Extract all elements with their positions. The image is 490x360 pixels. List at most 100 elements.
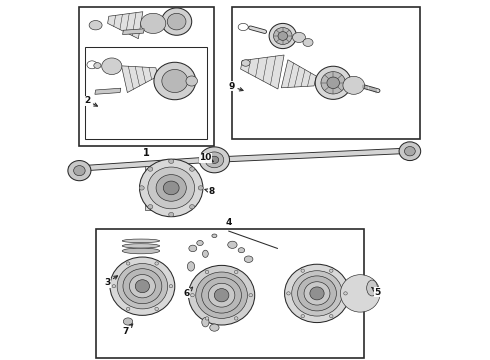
Text: 10: 10	[199, 153, 213, 162]
Text: 1: 1	[143, 148, 150, 158]
Ellipse shape	[205, 152, 224, 168]
Ellipse shape	[74, 166, 85, 176]
Ellipse shape	[110, 257, 175, 315]
Ellipse shape	[196, 272, 247, 318]
Ellipse shape	[285, 264, 349, 323]
Ellipse shape	[169, 159, 174, 163]
Polygon shape	[122, 29, 144, 35]
Ellipse shape	[292, 271, 343, 316]
Ellipse shape	[187, 262, 195, 271]
Polygon shape	[95, 88, 121, 94]
Text: 7: 7	[122, 324, 133, 336]
Ellipse shape	[367, 280, 377, 296]
Ellipse shape	[198, 186, 203, 190]
Ellipse shape	[122, 248, 160, 254]
Text: 9: 9	[228, 82, 243, 91]
Ellipse shape	[190, 204, 195, 209]
Ellipse shape	[210, 324, 219, 331]
Ellipse shape	[169, 212, 174, 217]
Ellipse shape	[117, 264, 168, 309]
Ellipse shape	[162, 69, 188, 93]
Text: 6: 6	[184, 287, 193, 298]
Ellipse shape	[122, 239, 160, 243]
Ellipse shape	[310, 287, 324, 300]
Ellipse shape	[343, 76, 365, 94]
Polygon shape	[122, 66, 158, 93]
Ellipse shape	[242, 60, 250, 66]
Ellipse shape	[68, 161, 91, 181]
Ellipse shape	[167, 13, 186, 30]
Ellipse shape	[269, 23, 296, 49]
Ellipse shape	[112, 284, 116, 288]
Ellipse shape	[126, 307, 130, 311]
Ellipse shape	[238, 248, 245, 253]
Ellipse shape	[202, 318, 209, 327]
Ellipse shape	[140, 159, 203, 217]
Ellipse shape	[202, 250, 208, 257]
Polygon shape	[108, 12, 143, 39]
Text: 5: 5	[372, 287, 381, 297]
Ellipse shape	[126, 262, 130, 265]
Ellipse shape	[123, 318, 133, 325]
Ellipse shape	[321, 72, 345, 94]
Bar	[232, 7, 419, 139]
Ellipse shape	[102, 58, 122, 75]
Ellipse shape	[212, 234, 217, 238]
Ellipse shape	[301, 315, 304, 318]
Ellipse shape	[169, 284, 172, 288]
Ellipse shape	[404, 147, 416, 156]
Ellipse shape	[214, 289, 229, 302]
Ellipse shape	[341, 275, 380, 312]
Bar	[96, 229, 364, 358]
Ellipse shape	[210, 156, 219, 163]
Ellipse shape	[399, 142, 421, 161]
Polygon shape	[281, 60, 317, 88]
Ellipse shape	[154, 62, 196, 100]
Bar	[145, 166, 176, 210]
Ellipse shape	[205, 317, 209, 320]
Bar	[85, 47, 207, 139]
Ellipse shape	[249, 293, 252, 297]
Ellipse shape	[191, 293, 194, 297]
Ellipse shape	[234, 317, 238, 320]
Ellipse shape	[303, 39, 313, 46]
Ellipse shape	[329, 315, 333, 318]
Ellipse shape	[278, 32, 288, 40]
Ellipse shape	[148, 167, 153, 171]
Text: 3: 3	[104, 276, 118, 287]
Ellipse shape	[148, 167, 195, 209]
Bar	[79, 7, 215, 146]
Ellipse shape	[163, 181, 179, 195]
Ellipse shape	[304, 282, 330, 305]
Ellipse shape	[205, 270, 209, 274]
Ellipse shape	[189, 265, 255, 325]
Ellipse shape	[197, 240, 203, 246]
Ellipse shape	[123, 269, 162, 304]
Polygon shape	[241, 55, 284, 89]
Ellipse shape	[301, 269, 304, 272]
Ellipse shape	[94, 63, 101, 68]
Ellipse shape	[129, 275, 155, 298]
Ellipse shape	[156, 175, 186, 201]
Ellipse shape	[293, 32, 305, 42]
Text: 8: 8	[205, 187, 215, 196]
Ellipse shape	[273, 27, 292, 45]
Ellipse shape	[208, 283, 235, 307]
Ellipse shape	[202, 277, 242, 313]
Ellipse shape	[135, 280, 149, 293]
Ellipse shape	[141, 13, 166, 33]
Ellipse shape	[189, 245, 197, 252]
Text: 4: 4	[225, 218, 232, 227]
Text: 2: 2	[84, 96, 98, 106]
Ellipse shape	[234, 270, 238, 274]
Ellipse shape	[329, 269, 333, 272]
Ellipse shape	[245, 256, 253, 262]
Ellipse shape	[190, 167, 195, 171]
Ellipse shape	[287, 292, 290, 295]
Ellipse shape	[327, 77, 340, 89]
Ellipse shape	[228, 241, 237, 248]
Ellipse shape	[155, 307, 158, 311]
Ellipse shape	[89, 21, 102, 30]
Ellipse shape	[186, 76, 197, 86]
Ellipse shape	[315, 66, 351, 99]
